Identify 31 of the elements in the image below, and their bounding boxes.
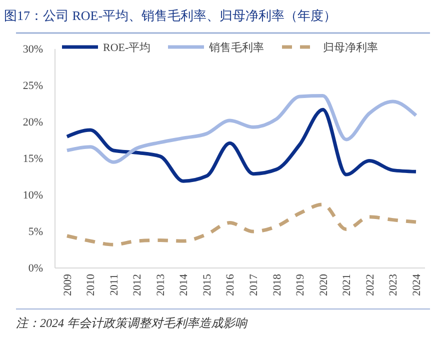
x-tick-label: 2017: [248, 274, 260, 296]
x-tick-label: 2022: [364, 274, 376, 296]
x-tick-label: 2019: [294, 274, 307, 296]
line-series: [65, 202, 418, 246]
y-tick-label: 5%: [28, 226, 43, 238]
x-tick-label: 2016: [224, 274, 237, 296]
x-tick-label: 2023: [388, 274, 400, 296]
x-tick-label: 2024: [410, 274, 423, 296]
y-tick-label: 30%: [22, 44, 43, 56]
x-tick-label: 2018: [271, 274, 284, 296]
x-tick-label: 2014: [178, 274, 190, 296]
x-tick-label: 2009: [62, 274, 74, 296]
y-tick-label: 10%: [22, 190, 43, 202]
x-tick-label: 2015: [201, 274, 214, 296]
chart-title: 图17：公司 ROE-平均、销售毛利率、归母净利率（年度）: [4, 8, 337, 23]
x-tick-label: 2011: [108, 274, 120, 296]
line-series: [65, 108, 418, 183]
legend-label: ROE-平均: [103, 42, 151, 54]
x-tick-label: 2012: [132, 274, 144, 296]
x-tick-label: 2010: [85, 274, 98, 296]
text: 注：2024 年会计政策调整对毛利率造成影响: [16, 316, 248, 330]
x-tick-label: 2020: [318, 274, 330, 296]
line-series: [65, 94, 418, 164]
x-tick-label: 2021: [341, 274, 354, 296]
legend-label: 销售毛利率: [208, 41, 264, 54]
y-tick-label: 15%: [22, 153, 43, 166]
y-tick-label: 25%: [22, 80, 43, 92]
x-tick-label: 2013: [154, 274, 167, 296]
y-tick-label: 20%: [22, 116, 43, 129]
y-tick-label: 0%: [28, 262, 43, 275]
legend-label: 归母净利率: [323, 41, 378, 54]
